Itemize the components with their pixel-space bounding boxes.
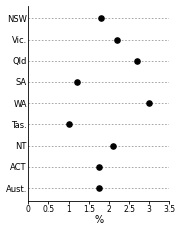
Point <box>111 144 114 148</box>
Point <box>97 165 100 169</box>
Point <box>148 101 151 105</box>
Point <box>97 186 100 190</box>
Point <box>75 80 78 84</box>
Point <box>136 59 139 63</box>
Point <box>67 123 70 126</box>
X-axis label: %: % <box>94 216 103 225</box>
Point <box>99 16 102 20</box>
Point <box>115 38 118 41</box>
